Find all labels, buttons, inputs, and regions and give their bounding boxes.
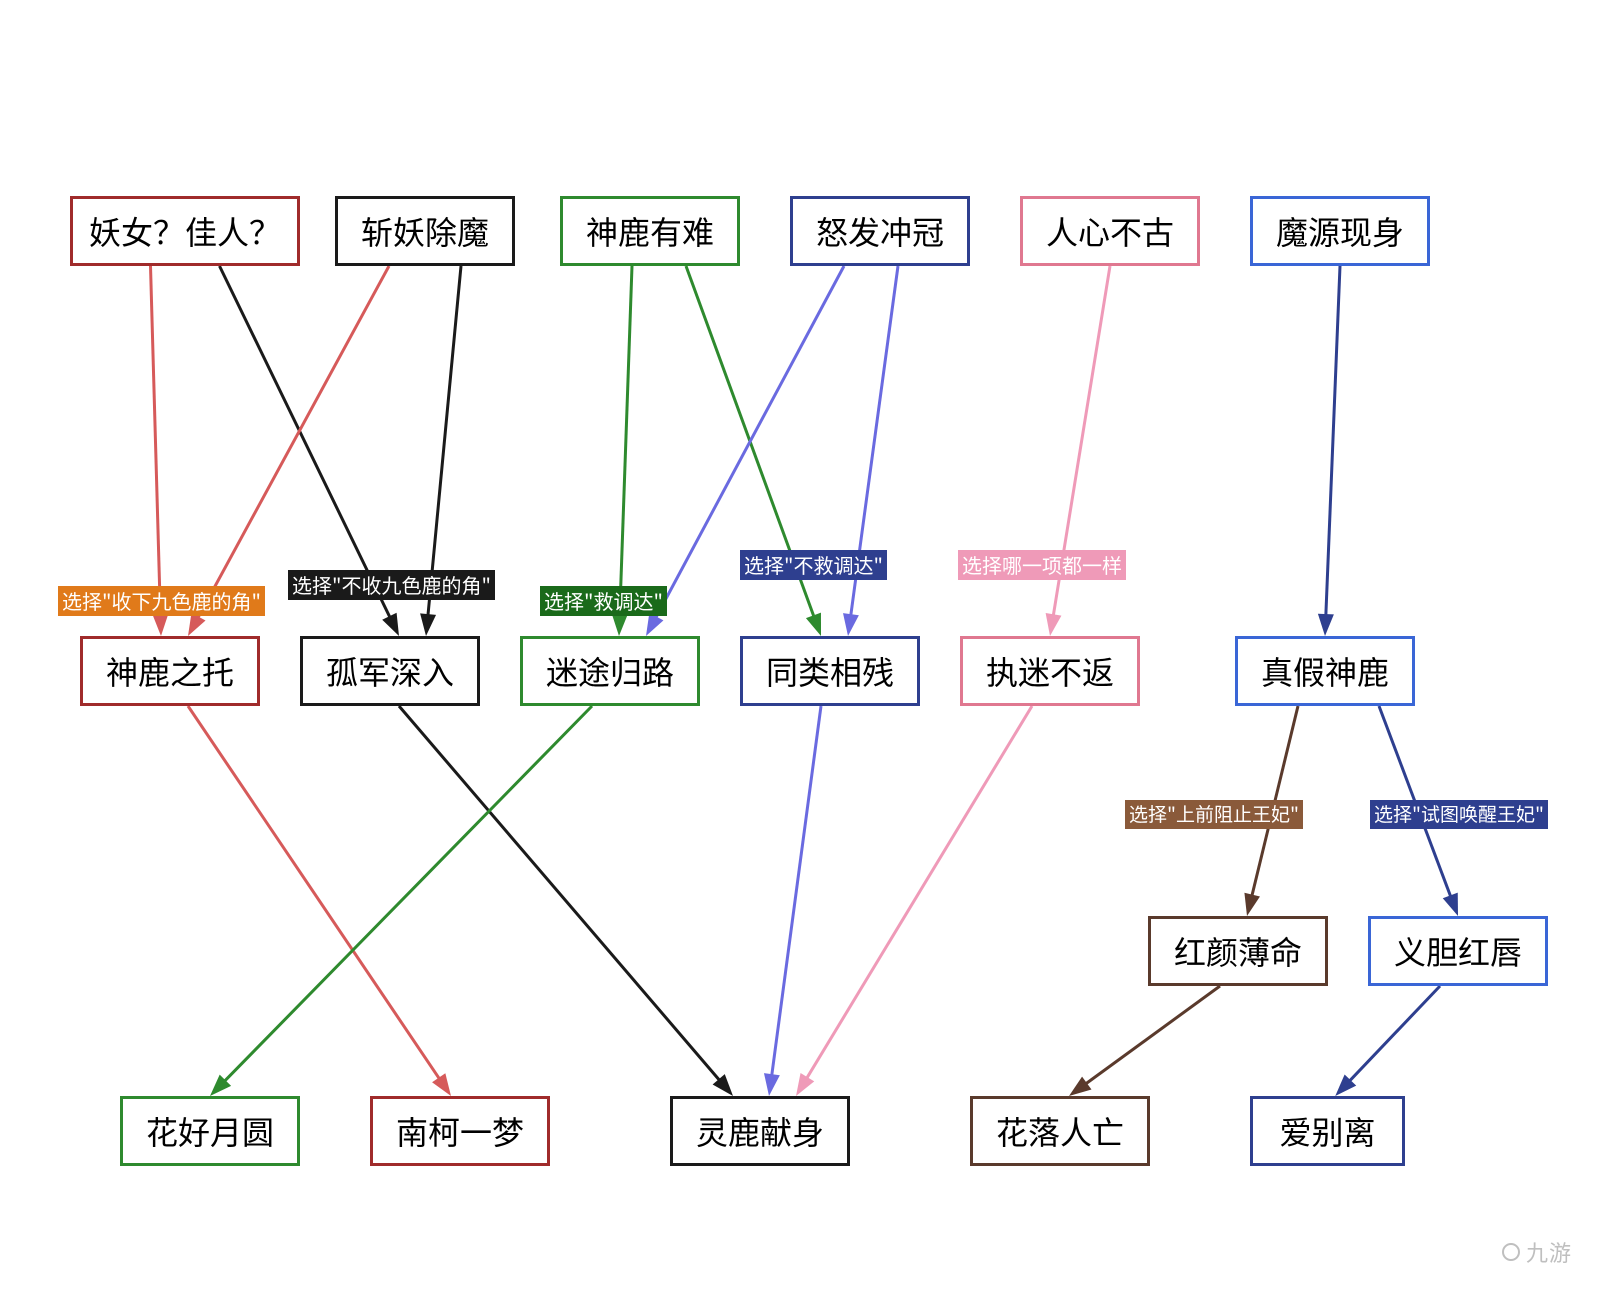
- edge: [1080, 986, 1220, 1088]
- flow-node-label: 同类相残: [766, 648, 894, 694]
- flow-node: 灵鹿献身: [670, 1096, 850, 1166]
- flow-node: 同类相残: [740, 636, 920, 706]
- flow-node-label: 妖女？佳人？: [89, 208, 281, 254]
- flow-node-label: 斩妖除魔: [361, 208, 489, 254]
- flow-node: 执迷不返: [960, 636, 1140, 706]
- edge-label: 选择"不救调达": [740, 550, 887, 580]
- flow-node: 迷途归路: [520, 636, 700, 706]
- flow-node: 真假神鹿: [1235, 636, 1415, 706]
- flow-node-label: 义胆红唇: [1394, 928, 1522, 974]
- flow-node-label: 迷途归路: [546, 648, 674, 694]
- flow-node-label: 孤军深入: [326, 648, 454, 694]
- flow-node-label: 魔源现身: [1276, 208, 1404, 254]
- edge-arrowhead: [1443, 893, 1458, 916]
- edge: [1326, 266, 1340, 623]
- flow-node-label: 花落人亡: [996, 1108, 1124, 1154]
- edge-label: 选择"上前阻止王妃": [1125, 800, 1303, 829]
- flow-node: 爱别离: [1250, 1096, 1405, 1166]
- edge: [803, 706, 1032, 1085]
- edge-arrowhead: [1318, 614, 1334, 636]
- watermark: 九游: [1502, 1236, 1572, 1268]
- flow-node-label: 神鹿之托: [106, 648, 234, 694]
- edge-arrowhead: [188, 613, 206, 636]
- flow-node: 南柯一梦: [370, 1096, 550, 1166]
- edge: [771, 706, 821, 1083]
- flow-node: 怒发冲冠: [790, 196, 970, 266]
- edge-arrowhead: [796, 1073, 814, 1096]
- flow-node-label: 真假神鹿: [1261, 648, 1389, 694]
- edge-label: 选择"收下九色鹿的角": [58, 586, 265, 616]
- flow-node-label: 花好月圆: [146, 1108, 274, 1154]
- flow-node-label: 人心不古: [1046, 208, 1174, 254]
- edge-arrowhead: [382, 613, 399, 636]
- flow-node: 魔源现身: [1250, 196, 1430, 266]
- edge-arrowhead: [152, 614, 168, 636]
- flow-node: 花好月圆: [120, 1096, 300, 1166]
- flow-node-label: 爱别离: [1279, 1108, 1375, 1154]
- flow-node-label: 红颜薄命: [1174, 928, 1302, 974]
- flow-node: 义胆红唇: [1368, 916, 1548, 986]
- edge-arrowhead: [806, 613, 821, 636]
- edge-arrowhead: [420, 613, 436, 636]
- edge: [151, 266, 161, 623]
- watermark-text: 九游: [1526, 1236, 1572, 1268]
- flow-node: 红颜薄命: [1148, 916, 1328, 986]
- flow-node-label: 执迷不返: [986, 648, 1114, 694]
- edge: [619, 266, 632, 623]
- flow-node: 妖女？佳人？: [70, 196, 300, 266]
- flow-node-label: 南柯一梦: [396, 1108, 524, 1154]
- edge-label: 选择哪一项都一样: [958, 550, 1126, 580]
- edge: [1344, 986, 1440, 1086]
- edge-arrowhead: [432, 1073, 451, 1096]
- edge-arrowhead: [764, 1073, 780, 1096]
- edge-arrowhead: [646, 613, 663, 636]
- edge-arrowhead: [1046, 613, 1062, 636]
- edge-arrowhead: [1069, 1077, 1091, 1096]
- edge-arrowhead: [612, 614, 628, 636]
- flow-node: 花落人亡: [970, 1096, 1150, 1166]
- flow-node: 神鹿之托: [80, 636, 260, 706]
- flow-node-label: 灵鹿献身: [696, 1108, 824, 1154]
- edge: [399, 706, 724, 1086]
- edge-arrowhead: [1244, 893, 1260, 916]
- edge-label: 选择"试图唤醒王妃": [1370, 800, 1548, 829]
- flow-node: 人心不古: [1020, 196, 1200, 266]
- flow-node-label: 神鹿有难: [586, 208, 714, 254]
- flow-node: 神鹿有难: [560, 196, 740, 266]
- flow-node-label: 怒发冲冠: [816, 208, 944, 254]
- edge-label: 选择"救调达": [540, 586, 667, 616]
- edge-arrowhead: [843, 613, 859, 636]
- edge-label: 选择"不收九色鹿的角": [288, 570, 495, 600]
- flow-node: 孤军深入: [300, 636, 480, 706]
- flow-node: 斩妖除魔: [335, 196, 515, 266]
